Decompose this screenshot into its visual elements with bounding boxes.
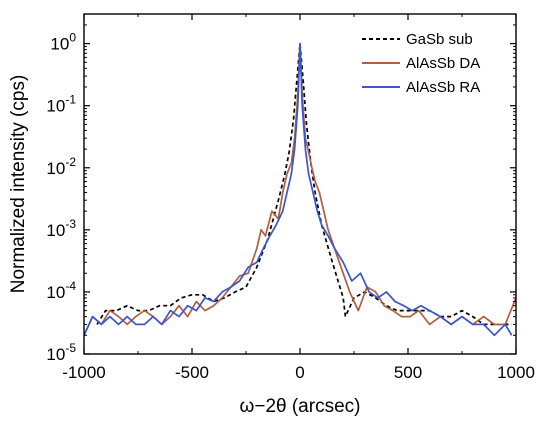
y-tick-label: 10-5 [46,341,76,364]
x-tick-label: 500 [394,363,422,382]
x-tick-label: 1000 [497,363,535,382]
series-line-alassb-ra [84,42,513,337]
y-tick-label: 100 [50,31,76,54]
legend-label: AlAsSb DA [406,55,480,72]
y-tick-label: 10-4 [46,279,76,302]
x-tick-label: -500 [175,363,209,382]
x-tick-label: -1000 [62,363,105,382]
legend: GaSb sub AlAsSb DA AlAsSb RA [362,31,480,96]
x-axis-title: ω−2θ (arcsec) [240,396,361,417]
series-line-gasb-sub [96,42,512,326]
legend-label: GaSb sub [406,31,473,48]
series-group [84,42,516,337]
y-tick-label: 10-1 [46,93,76,116]
y-axis-title: Normalized intensity (cps) [8,75,29,294]
y-tick-label: 10-2 [46,155,76,178]
y-tick-label: 10-3 [46,217,76,240]
legend-label: AlAsSb RA [406,79,480,96]
x-tick-label: 0 [295,363,304,382]
